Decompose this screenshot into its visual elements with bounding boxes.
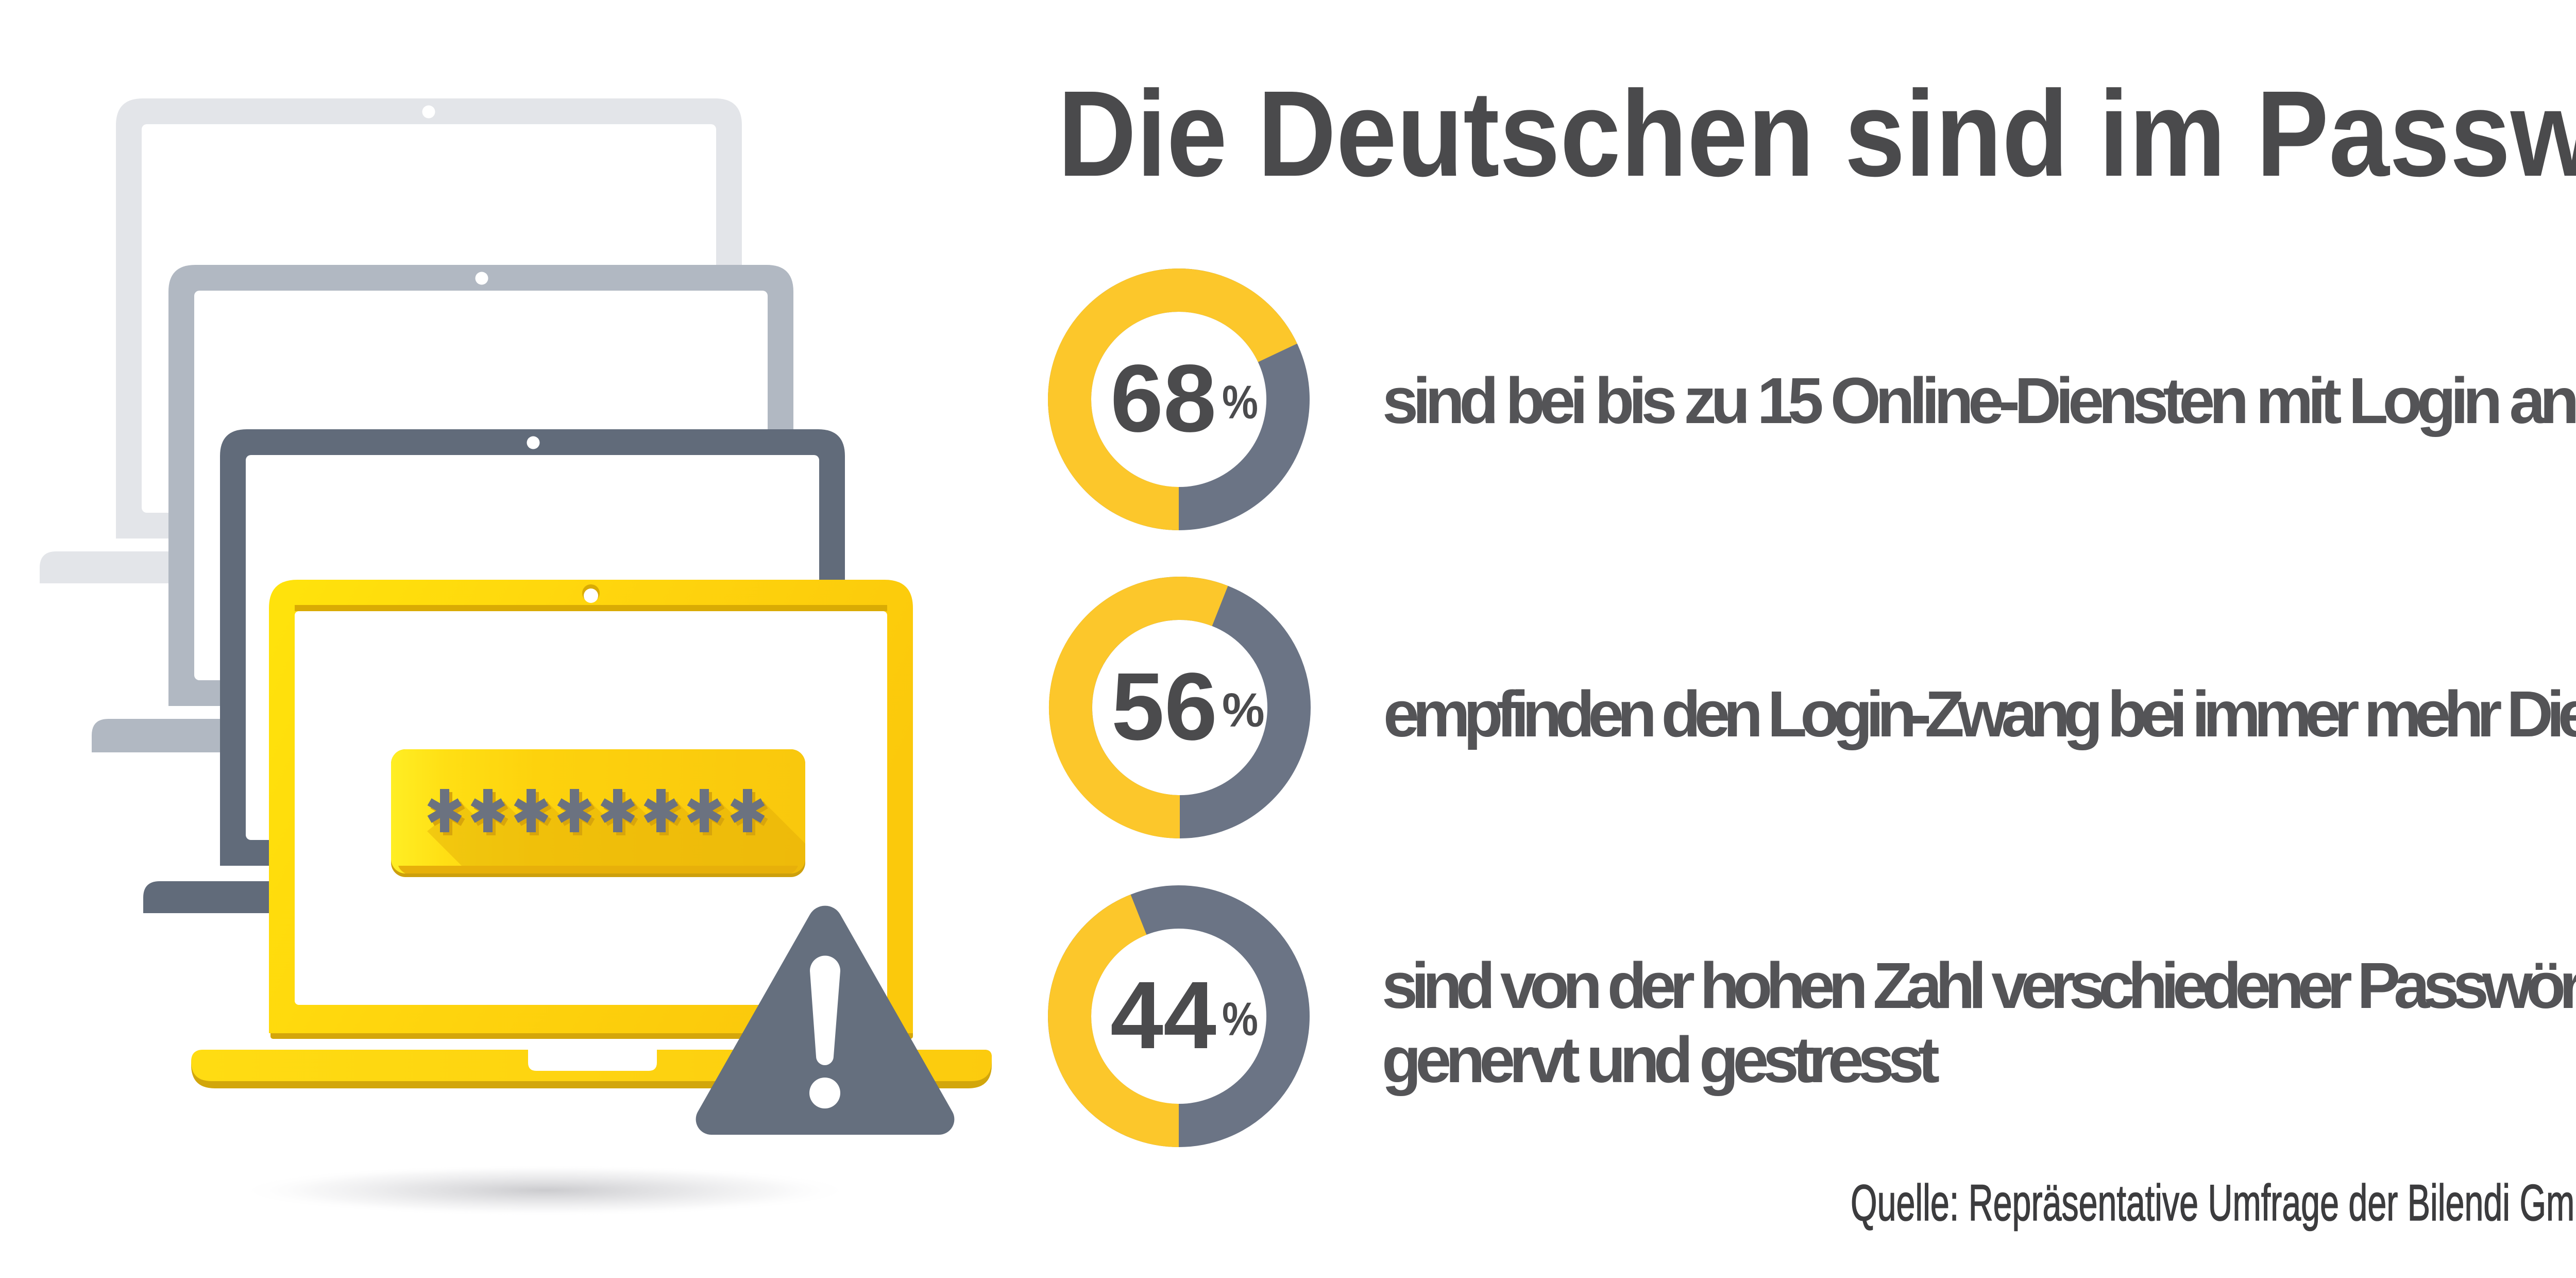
svg-text:Die Deutschen sind im Passwort: Die Deutschen sind im Passwort-Stress	[1058, 65, 2576, 202]
svg-text:%: %	[1222, 376, 1258, 429]
svg-text:56: 56	[1111, 653, 1217, 760]
svg-text:68: 68	[1110, 345, 1216, 452]
svg-text:empfinden den Login-Zwang bei: empfinden den Login-Zwang bei immer mehr…	[1383, 678, 2576, 750]
svg-text:44: 44	[1110, 962, 1216, 1069]
svg-text:sind bei bis zu 15 Online-Dien: sind bei bis zu 15 Online-Diensten mit L…	[1382, 364, 2576, 437]
svg-text:sind von der hohen Zahl versch: sind von der hohen Zahl verschiedener Pa…	[1382, 949, 2576, 1022]
svg-text:genervt und gestresst: genervt und gestresst	[1382, 1023, 1940, 1096]
svg-text:Quelle: Repräsentative Umfrage: Quelle: Repräsentative Umfrage der Bilen…	[1851, 1174, 2576, 1231]
svg-text:%: %	[1222, 683, 1265, 737]
svg-text:%: %	[1222, 993, 1258, 1046]
